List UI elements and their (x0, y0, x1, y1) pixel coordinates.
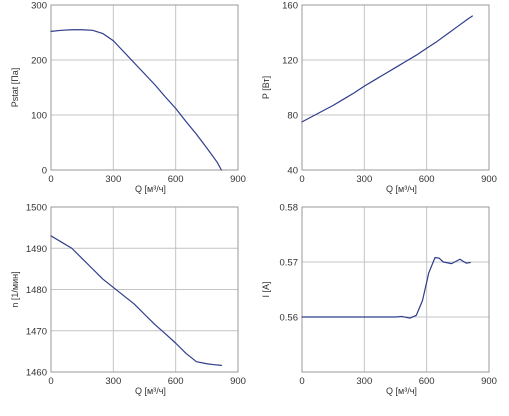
y-axis-label: n [1/мин] (10, 271, 20, 307)
x-tick-label: 900 (230, 376, 246, 387)
x-tick-label: 300 (105, 174, 121, 185)
x-tick-label: 300 (105, 376, 121, 387)
y-tick-label: 0.58 (280, 203, 299, 214)
plot-frame (50, 206, 239, 373)
x-tick-label: 0 (48, 376, 53, 387)
x-axis-label: Q [м³/ч] (386, 184, 417, 194)
x-tick-label: 600 (168, 376, 184, 387)
y-tick-label: 120 (282, 56, 298, 67)
y-tick-label: 0 (42, 166, 47, 177)
plot-frame (50, 4, 239, 171)
y-axis-label: Pstat [Па] (10, 68, 20, 108)
y-axis-label: I [A] (261, 281, 271, 297)
chart-2: 0 300 600 900 40 80 120 160 Q [м³/ч] P [Вт] (261, 1, 497, 195)
x-tick-label: 0 (48, 174, 53, 185)
y-tick-label: 0.56 (280, 313, 299, 324)
y-tick-label: 1470 (26, 326, 47, 337)
y-tick-label: 300 (31, 1, 47, 12)
x-tick-label: 600 (419, 376, 435, 387)
y-tick-label: 0.57 (280, 258, 299, 269)
y-tick-label: 160 (282, 1, 298, 12)
x-tick-label: 300 (356, 376, 372, 387)
x-axis-label: Q [м³/ч] (386, 386, 417, 396)
plot-frame (301, 4, 490, 171)
chart-4: 0 300 600 900 0.56 0.57 0.58 Q [м³/ч] I [A] (261, 203, 497, 397)
y-tick-label: 200 (31, 56, 47, 67)
chart-3: 0 300 600 900 1460 1470 1480 1490 1500 Q [м³/ч] n … (10, 203, 246, 397)
x-tick-label: 900 (481, 376, 497, 387)
y-tick-label: 1480 (26, 285, 47, 296)
series-line (50, 235, 222, 366)
y-tick-label: 100 (31, 111, 47, 122)
x-tick-label: 900 (481, 174, 497, 185)
series-line (301, 257, 471, 319)
x-tick-label: 0 (299, 376, 304, 387)
y-tick-label: 1500 (26, 203, 47, 214)
y-tick-label: 80 (287, 111, 298, 122)
y-tick-label: 1460 (26, 368, 47, 379)
x-tick-label: 300 (356, 174, 372, 185)
x-axis-label: Q [м³/ч] (135, 386, 166, 396)
y-tick-label: 1490 (26, 244, 47, 255)
x-tick-label: 900 (230, 174, 246, 185)
series-line (50, 29, 222, 171)
y-axis-label: P [Вт] (261, 76, 271, 99)
y-tick-label: 40 (287, 166, 298, 177)
x-axis-label: Q [м³/ч] (135, 184, 166, 194)
x-tick-label: 0 (299, 174, 304, 185)
plot-frame (301, 206, 490, 373)
series-line (301, 15, 473, 123)
x-tick-label: 600 (168, 174, 184, 185)
chart-1: 0 300 600 900 0 100 200 300 Q [м³/ч] Pstat [Па] (10, 1, 246, 195)
x-tick-label: 600 (419, 174, 435, 185)
